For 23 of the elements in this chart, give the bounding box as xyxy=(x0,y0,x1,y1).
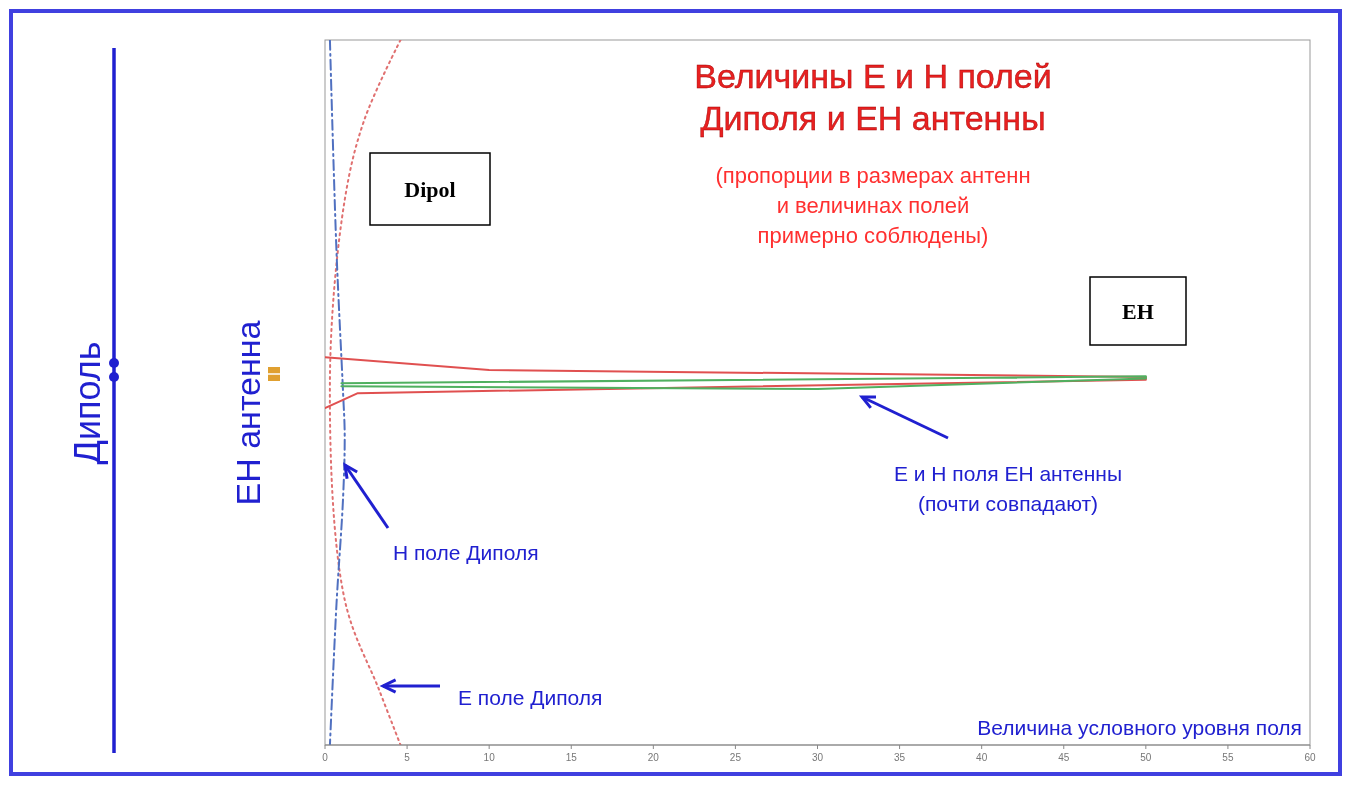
x-tick-label: 60 xyxy=(1304,752,1316,763)
text: ЕН антенна xyxy=(229,320,267,506)
annotation: EH xyxy=(1122,299,1154,324)
x-tick-label: 25 xyxy=(729,752,742,763)
x-tick-label: 45 xyxy=(1058,752,1070,763)
annotation: Е поле Диполя xyxy=(458,686,603,709)
x-tick-label: 50 xyxy=(1140,752,1152,763)
x-tick-label: 20 xyxy=(647,752,660,763)
annotation: Dipol xyxy=(404,177,456,202)
x-tick-label: 30 xyxy=(811,752,824,763)
annotation: Е и Н поля ЕН антенны (почти совпадают) xyxy=(893,462,1123,515)
x-tick-label: 0 xyxy=(322,752,329,763)
x-tick-label: 10 xyxy=(483,752,496,763)
x-tick-label: 15 xyxy=(565,752,578,763)
text: (пропорции в размерах антенн и величинах полей примерно соблюдены) xyxy=(715,163,1031,248)
x-tick-label: 55 xyxy=(1222,752,1234,763)
x-tick-label: 5 xyxy=(404,752,411,763)
text: Величины Е и Н полей Диполя и ЕН антенны xyxy=(694,57,1052,137)
x-tick-label: 35 xyxy=(894,752,906,763)
x-axis-title: Величина условного уровня поля xyxy=(977,716,1302,739)
annotation: Н поле Диполя xyxy=(393,541,539,564)
text: Диполь xyxy=(67,341,108,465)
x-tick-label: 40 xyxy=(976,752,988,763)
